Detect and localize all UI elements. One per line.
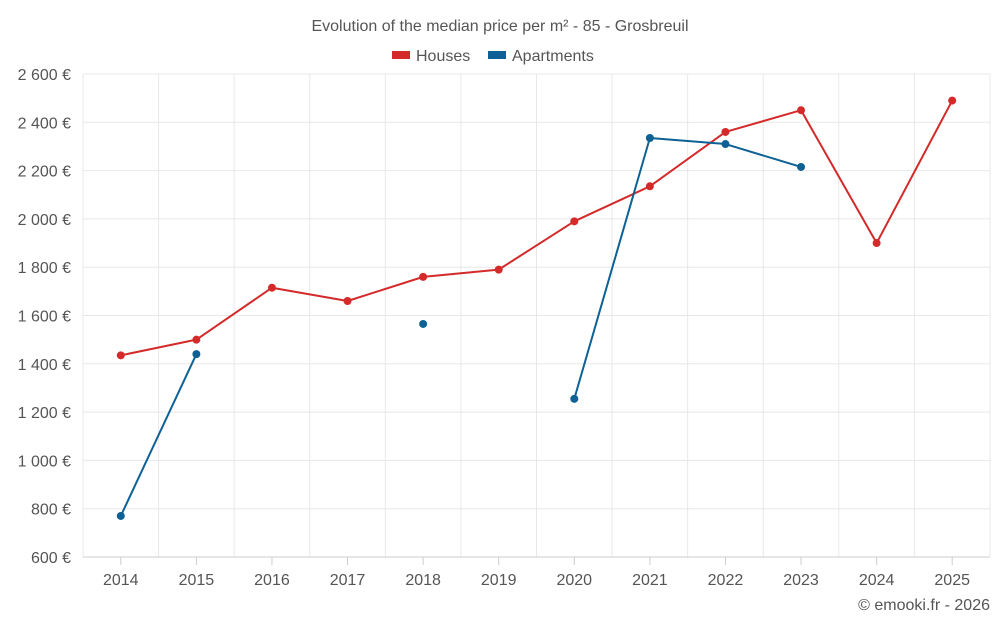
x-tick-label: 2019 — [481, 572, 517, 589]
legend-swatch-houses — [392, 51, 410, 59]
series-apartments — [116, 133, 806, 520]
chart-title: Evolution of the median price per m² - 8… — [311, 18, 688, 35]
x-tick-label: 2021 — [632, 572, 668, 589]
x-tick-label: 2025 — [934, 572, 970, 589]
x-tick-label: 2018 — [405, 572, 441, 589]
data-point-apartments-2018[interactable] — [419, 319, 428, 328]
data-point-houses-2018[interactable] — [419, 272, 428, 281]
legend-label-houses: Houses — [416, 48, 470, 65]
x-tick-label: 2016 — [254, 572, 290, 589]
data-point-houses-2024[interactable] — [872, 239, 881, 248]
y-axis: 600 € 800 € 1 000 € 1 200 € 1 400 € 1 600 € 1 … — [18, 67, 71, 567]
legend-label-apartments: Apartments — [512, 48, 594, 65]
data-point-apartments-2015[interactable] — [192, 350, 201, 359]
data-point-houses-2015[interactable] — [192, 335, 201, 344]
legend-item-houses[interactable]: Houses — [392, 48, 470, 65]
data-point-houses-2020[interactable] — [570, 217, 579, 226]
y-tick-label: 1 400 € — [18, 357, 71, 374]
y-tick-label: 800 € — [31, 502, 71, 519]
x-axis: 2014 2015 2016 2017 2018 2019 2020 2021 2022 2023… — [103, 557, 970, 589]
y-tick-label: 1 800 € — [18, 260, 71, 277]
data-point-houses-2025[interactable] — [948, 96, 957, 105]
x-tick-label: 2014 — [103, 572, 139, 589]
grid — [82, 73, 991, 558]
x-tick-label: 2020 — [556, 572, 592, 589]
x-tick-label: 2023 — [783, 572, 819, 589]
y-tick-label: 2 600 € — [18, 67, 71, 84]
data-point-apartments-2014[interactable] — [116, 511, 125, 520]
series-group — [116, 96, 957, 520]
series-line-houses — [120, 100, 954, 357]
data-point-apartments-2020[interactable] — [570, 394, 579, 403]
series-houses — [116, 96, 957, 360]
data-point-houses-2016[interactable] — [267, 283, 276, 292]
y-tick-label: 1 600 € — [18, 309, 71, 326]
x-tick-label: 2022 — [708, 572, 744, 589]
legend: Houses Apartments — [392, 48, 594, 65]
y-tick-label: 1 000 € — [18, 453, 71, 470]
legend-item-apartments[interactable]: Apartments — [488, 48, 594, 65]
data-point-apartments-2021[interactable] — [645, 133, 654, 142]
data-point-houses-2019[interactable] — [494, 265, 503, 274]
data-point-houses-2021[interactable] — [645, 182, 654, 191]
legend-swatch-apartments — [488, 51, 506, 59]
data-point-apartments-2023[interactable] — [797, 162, 806, 171]
credit-text: © emooki.fr - 2026 — [858, 597, 990, 614]
series-line-apartments — [119, 353, 198, 517]
data-point-houses-2014[interactable] — [116, 351, 125, 360]
x-tick-label: 2015 — [179, 572, 215, 589]
data-point-houses-2023[interactable] — [797, 106, 806, 115]
data-point-houses-2017[interactable] — [343, 297, 352, 306]
x-tick-label: 2017 — [330, 572, 366, 589]
data-point-apartments-2022[interactable] — [721, 140, 730, 149]
data-point-houses-2022[interactable] — [721, 127, 730, 136]
y-tick-label: 2 000 € — [18, 212, 71, 229]
y-tick-label: 2 400 € — [18, 115, 71, 132]
y-tick-label: 2 200 € — [18, 164, 71, 181]
x-tick-label: 2024 — [859, 572, 895, 589]
y-tick-label: 600 € — [31, 550, 71, 567]
y-tick-label: 1 200 € — [18, 405, 71, 422]
series-line-apartments — [573, 136, 802, 400]
